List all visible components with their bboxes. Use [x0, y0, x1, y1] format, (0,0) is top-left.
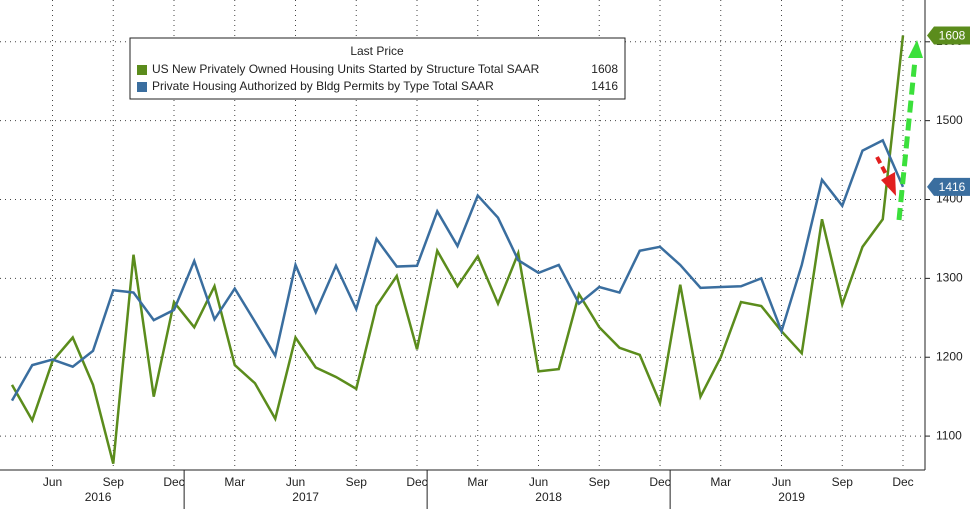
last-price-tag: [927, 177, 970, 196]
legend-value: 1608: [591, 62, 618, 76]
x-tick-label: Sep: [346, 475, 368, 489]
x-tick-label: Mar: [467, 475, 488, 489]
legend-label: Private Housing Authorized by Bldg Permi…: [152, 79, 494, 93]
x-tick-label: Jun: [772, 475, 791, 489]
legend-label: US New Privately Owned Housing Units Sta…: [152, 62, 540, 76]
year-label: 2016: [85, 490, 112, 504]
y-tick-label: 1100: [936, 428, 962, 442]
legend-swatch: [137, 82, 147, 92]
x-tick-label: Dec: [649, 475, 670, 489]
last-price-tag: [927, 26, 970, 45]
x-tick-label: Mar: [224, 475, 245, 489]
y-tick-label: 1200: [936, 349, 963, 363]
x-tick-label: Sep: [103, 475, 125, 489]
green-arrow: [896, 59, 918, 221]
series-line: [10, 138, 905, 402]
red-arrow: [875, 156, 889, 177]
y-tick-label: 1500: [936, 113, 963, 127]
legend: US New Privately Owned Housing Units Sta…: [137, 26, 970, 196]
x-tick-label: Jun: [286, 475, 305, 489]
year-label: 2017: [292, 490, 319, 504]
x-tick-label: Dec: [892, 475, 913, 489]
red-arrow-head: [881, 172, 896, 196]
x-tick-label: Jun: [529, 475, 548, 489]
legend-box: [129, 37, 626, 100]
x-tick-label: Jun: [43, 475, 62, 489]
year-label: 2019: [778, 490, 805, 504]
series-line: [10, 35, 905, 465]
x-tick-label: Dec: [406, 475, 427, 489]
x-tick-label: Mar: [710, 475, 731, 489]
y-tick-label: 1300: [936, 271, 963, 285]
legend-value: 1416: [591, 79, 618, 93]
year-label: 2018: [535, 490, 562, 504]
x-tick-label: Dec: [163, 475, 184, 489]
x-tick-label: Sep: [589, 475, 611, 489]
green-arrow-head: [908, 40, 923, 58]
last-price-label: 1608: [939, 29, 966, 43]
x-tick-label: Sep: [832, 475, 854, 489]
last-price-label: 1416: [939, 180, 966, 194]
legend-title: Last Price: [350, 44, 404, 58]
legend-swatch: [137, 65, 147, 75]
